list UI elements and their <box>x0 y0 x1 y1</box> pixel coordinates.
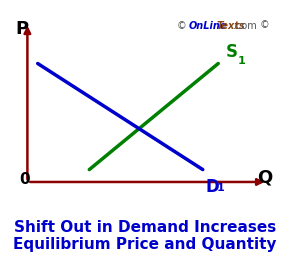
Text: Texts: Texts <box>217 21 246 31</box>
Text: Shift Out in Demand Increases
Equilibrium Price and Quantity: Shift Out in Demand Increases Equilibriu… <box>13 219 277 251</box>
Text: 0: 0 <box>19 171 30 186</box>
Text: 1: 1 <box>238 56 245 66</box>
Text: ©: © <box>260 20 272 30</box>
Text: P: P <box>16 20 29 38</box>
Text: Q: Q <box>257 168 272 186</box>
Text: S: S <box>226 43 238 61</box>
Text: ©: © <box>177 21 190 31</box>
Text: 1: 1 <box>217 182 225 192</box>
Text: OnLine: OnLine <box>188 21 227 31</box>
Text: D: D <box>205 177 219 195</box>
Text: .com: .com <box>233 21 257 31</box>
